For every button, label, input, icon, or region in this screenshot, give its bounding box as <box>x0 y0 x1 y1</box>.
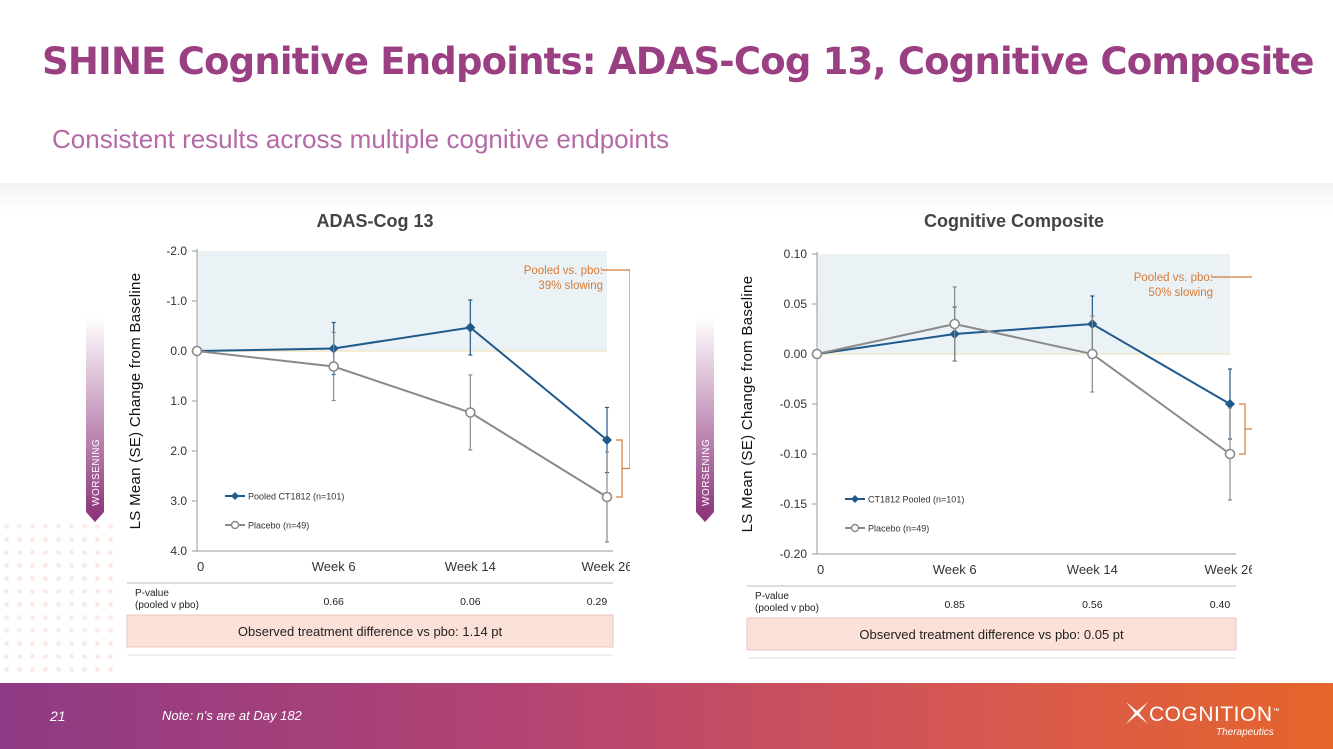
y-tick-label: 0.0 <box>170 344 187 358</box>
slide-title: SHINE Cognitive Endpoints: ADAS-Cog 13, … <box>42 40 1314 83</box>
series-line <box>816 322 1231 455</box>
legend-marker <box>231 492 239 500</box>
series-line <box>196 326 608 441</box>
x-tick-label: 0 <box>197 559 204 574</box>
pvalue: 0.40 <box>1210 599 1231 611</box>
pvalue-label-1: P-value <box>135 588 169 599</box>
y-tick-label: 0.00 <box>784 347 808 361</box>
legend-marker <box>850 523 860 533</box>
x-tick-label: Week 6 <box>312 559 356 574</box>
y-tick-label: -0.10 <box>780 447 808 461</box>
decorative-dot-pattern <box>0 520 120 680</box>
legend-label: CT1812 Pooled (n=101) <box>868 495 964 505</box>
data-point <box>602 435 612 445</box>
annotation-line-1: Pooled vs. pbo: <box>524 265 603 277</box>
logo-wordmark: COGNITION™ <box>1149 703 1280 726</box>
x-tick-label: Week 6 <box>933 562 977 577</box>
worsening-label: WORSENING <box>701 439 712 506</box>
cognition-logo: COGNITION™ Therapeutics <box>1124 697 1304 739</box>
difference-text: Observed treatment difference vs pbo: 1.… <box>238 624 503 639</box>
worsening-arrow-icon <box>696 317 714 522</box>
slide-subtitle: Consistent results across multiple cogni… <box>52 124 670 154</box>
annotation-bracket <box>601 269 630 470</box>
annotation-line-2: 39% slowing <box>538 280 603 292</box>
legend-label: Placebo (n=49) <box>868 524 929 534</box>
footer-note: Note: n's are at Day 182 <box>162 708 302 723</box>
y-tick-label: 0.10 <box>784 247 808 261</box>
difference-bracket <box>1239 403 1246 455</box>
data-point <box>601 491 613 503</box>
data-point <box>1225 399 1235 409</box>
worsening-label: WORSENING <box>91 439 102 506</box>
difference-box <box>746 617 1237 651</box>
y-tick-label: 0.05 <box>784 297 808 311</box>
y-tick-label: -2.0 <box>166 244 187 258</box>
y-tick-label: 2.0 <box>170 444 187 458</box>
y-tick-label: -0.20 <box>780 547 808 561</box>
page-number: 21 <box>50 708 66 724</box>
legend-marker <box>851 495 859 503</box>
legend-marker <box>230 520 240 530</box>
adas-cog-chart: ADAS-Cog 13 -2.0 -1.0 0.0 1.0 2.0 3.0 4.0 0 Week … <box>86 211 630 656</box>
annotation-bracket <box>1211 276 1252 430</box>
cognitive-composite-chart: Cognitive Composite 0.10 0.05 0.00 -0.05 -0.1… <box>696 211 1252 659</box>
data-point <box>465 322 476 333</box>
y-tick-label: 4.0 <box>170 544 187 558</box>
x-tick-label: 0 <box>817 562 824 577</box>
pvalue: 0.29 <box>587 596 608 608</box>
background-band <box>0 183 1333 211</box>
cognition-x-icon <box>1126 702 1148 724</box>
x-tick-label: Week 26 <box>1204 562 1252 577</box>
difference-text: Observed treatment difference vs pbo: 0.… <box>859 627 1124 642</box>
pvalue: 0.56 <box>1082 599 1103 611</box>
chart-title: Cognitive Composite <box>924 211 1104 231</box>
y-axis-label: LS Mean (SE) Change from Baseline <box>739 276 756 533</box>
annotation-line-2: 50% slowing <box>1148 287 1213 299</box>
pvalue: 0.06 <box>460 596 481 608</box>
pvalue: 0.66 <box>323 596 344 608</box>
worsening-arrow-icon <box>86 317 104 522</box>
legend-label: Placebo (n=49) <box>248 521 309 531</box>
x-tick-label: Week 14 <box>445 559 496 574</box>
legend-label: Pooled CT1812 (n=101) <box>248 492 344 502</box>
y-tick-label: 1.0 <box>170 394 187 408</box>
data-point <box>191 345 203 357</box>
chart-title: ADAS-Cog 13 <box>316 211 433 231</box>
pvalue-label-2: (pooled v pbo) <box>135 600 199 611</box>
y-tick-label: -1.0 <box>166 294 187 308</box>
y-tick-label: -0.05 <box>780 397 808 411</box>
annotation-line-1: Pooled vs. pbo: <box>1134 272 1213 284</box>
data-point <box>1087 348 1098 360</box>
pvalue: 0.85 <box>944 599 965 611</box>
footer-bar: 21 Note: n's are at Day 182 COGNITION™ T… <box>0 683 1333 749</box>
improvement-shading <box>197 251 607 351</box>
data-point <box>1224 448 1236 460</box>
pvalue-label-1: P-value <box>755 591 789 602</box>
improvement-shading <box>817 254 1230 354</box>
logo-subtext: Therapeutics <box>1216 727 1274 738</box>
data-point <box>328 361 339 372</box>
y-tick-label: 3.0 <box>170 494 187 508</box>
difference-bracket <box>616 439 623 498</box>
x-tick-label: Week 26 <box>581 559 630 574</box>
x-tick-label: Week 14 <box>1067 562 1118 577</box>
data-point <box>949 318 960 330</box>
y-axis-label: LS Mean (SE) Change from Baseline <box>127 273 144 530</box>
data-point <box>811 348 823 360</box>
data-point <box>465 407 476 418</box>
pvalue-label-2: (pooled v pbo) <box>755 603 819 614</box>
y-tick-label: -0.15 <box>780 497 808 511</box>
difference-box <box>126 614 614 648</box>
series-line <box>196 350 608 498</box>
series-line <box>816 322 1231 405</box>
